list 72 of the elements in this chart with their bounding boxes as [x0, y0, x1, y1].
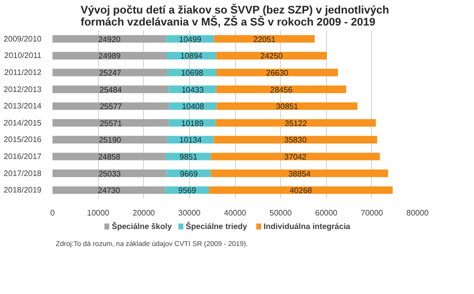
data-label: 25247: [98, 68, 122, 78]
bar: [216, 68, 338, 76]
x-tick-label: 10000: [87, 208, 110, 218]
data-label: 25190: [98, 136, 122, 145]
legend-label: Individuálna integrácia: [264, 222, 351, 231]
bar: [52, 152, 166, 160]
data-label: 9569: [178, 186, 197, 196]
data-label: 24920: [98, 34, 122, 44]
data-label: 24989: [98, 52, 122, 61]
bar: [216, 52, 327, 60]
y-tick-label: 2016/2017: [4, 152, 42, 161]
bar: [52, 102, 170, 110]
bar: [52, 68, 168, 76]
data-label: 38854: [288, 169, 312, 178]
data-label: 10499: [179, 34, 202, 44]
data-label: 10433: [181, 85, 204, 94]
data-label: 35830: [284, 136, 308, 145]
data-label: 22051: [253, 34, 276, 44]
y-tick-label: 2017/2018: [4, 168, 42, 178]
x-tick-label: 50000: [270, 208, 292, 218]
bar: [52, 170, 167, 178]
bar: [210, 170, 388, 178]
y-tick-label: 2011/2012: [4, 68, 42, 77]
data-label: 10408: [182, 102, 205, 112]
legend-label: Špeciálne školy: [112, 221, 172, 231]
data-label: 25033: [98, 169, 122, 178]
bar: [52, 119, 170, 127]
data-label: 25484: [100, 85, 122, 94]
y-tick-label: 2018/2019: [4, 186, 42, 195]
data-label: 24858: [98, 152, 121, 162]
bar: [208, 186, 393, 194]
x-tick-label: 80000: [406, 208, 430, 218]
x-tick-label: 60000: [315, 208, 338, 218]
data-label: 24730: [98, 186, 121, 196]
y-tick-label: 2014/2015: [4, 118, 42, 128]
x-tick-label: 30000: [178, 208, 202, 218]
y-tick-label: 2012/2013: [4, 84, 42, 94]
data-label: 35122: [284, 118, 308, 128]
data-label: 10698: [180, 68, 204, 78]
bar: [216, 119, 376, 127]
bar: [214, 136, 378, 144]
bar: [52, 52, 167, 60]
data-label: 25577: [100, 102, 123, 112]
data-label: 25571: [100, 118, 123, 128]
data-label: 10134: [179, 136, 202, 145]
data-label: 10189: [181, 118, 204, 128]
y-tick-label: 2015/2016: [4, 135, 42, 144]
data-label: 9851: [179, 152, 198, 162]
data-label: 10894: [180, 52, 204, 61]
bar: [52, 186, 166, 194]
bar: [210, 152, 380, 160]
chart-title: Vývoj počtu detí a žiakov so ŠVVP (bez SZP) v jednotlivých formách vzdelávania v MŠ, ZŠ a SŠ v rokoch 2009 - 2019: [80, 4, 390, 28]
x-tick-label: 0: [50, 208, 56, 218]
bar: [52, 136, 168, 144]
bar: [216, 86, 346, 94]
x-tick-label: 20000: [132, 208, 156, 218]
x-tick-label: 70000: [360, 208, 384, 218]
data-label: 9669: [180, 169, 198, 178]
y-tick-label: 2013/2014: [4, 102, 42, 111]
bar: [216, 102, 358, 110]
data-label: 28456: [270, 85, 293, 94]
data-label: 26630: [266, 68, 289, 78]
data-label: 30851: [276, 102, 299, 112]
bar: [52, 86, 169, 94]
y-tick-label: 2010/2011: [4, 51, 42, 60]
y-tick-label: 2009/2010: [4, 34, 42, 44]
data-label: 24250: [260, 52, 284, 61]
x-tick-label: 40000: [224, 208, 247, 218]
legend-label: Špeciálne triedy: [186, 221, 248, 231]
data-label: 40268: [290, 186, 313, 196]
data-label: 37042: [284, 152, 308, 162]
bar: [52, 35, 166, 43]
